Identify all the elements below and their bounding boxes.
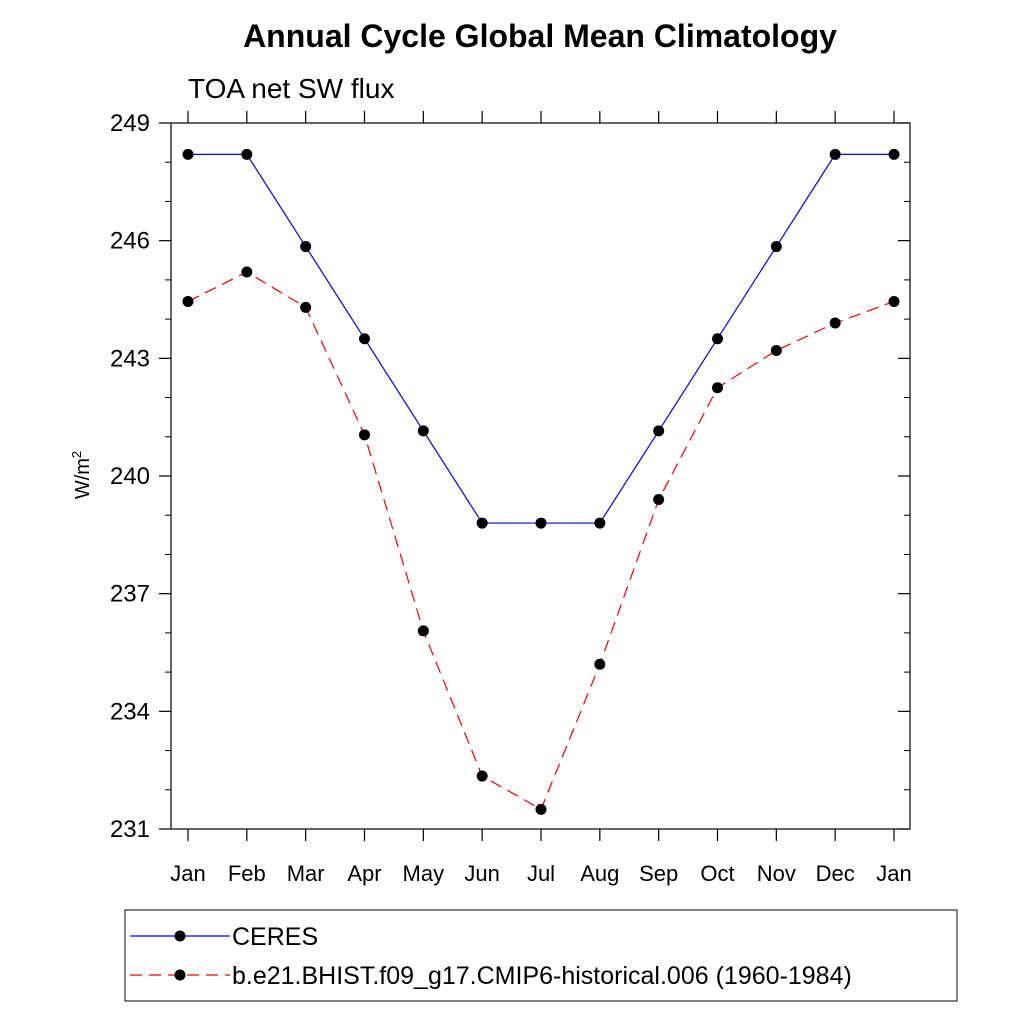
x-tick-label: Jun [464,861,499,886]
data-point [535,517,547,529]
series-line [188,153,894,524]
legend-box [124,909,958,1002]
x-tick-label: Jan [876,861,911,886]
data-point [712,333,723,345]
series-line [187,271,895,811]
x-tick-label: Oct [700,861,734,886]
axis-ticks [159,111,910,841]
data-point [888,295,900,307]
data-point [653,494,665,506]
x-tick-labels: Jan Feb Mar Apr May Jun Jul Aug Sep Oct Nov Dec Jan [170,861,911,886]
data-point [359,333,370,345]
x-tick-label: Apr [347,861,381,886]
data-point [182,148,194,160]
y-tick-label: 234 [110,698,150,725]
data-point [476,770,488,782]
legend-label: b.e21.BHIST.f09_g17.CMIP6-historical.006… [232,962,852,990]
legend-item: CERES [130,923,318,951]
legend-item: b.e21.BHIST.f09_g17.CMIP6-historical.006… [130,962,852,990]
legend-label: CERES [232,923,318,951]
x-tick-label: Mar [287,861,325,886]
x-tick-label: Feb [228,861,266,886]
data-point [829,317,841,329]
data-point [241,148,253,160]
data-point [535,803,547,815]
data-point [359,429,370,441]
chart-title: Annual Cycle Global Mean Climatology [243,18,837,54]
data-point [712,382,723,394]
data-point [888,148,900,160]
chart-subtitle: TOA net SW flux [188,73,394,104]
y-tick-label: 231 [110,816,150,843]
legend-items: CERES b.e21.BHIST.f09_g17.CMIP6-historica… [130,923,852,990]
data-point [476,517,488,529]
y-tick-label: 249 [110,110,150,137]
legend: CERES b.e21.BHIST.f09_g17.CMIP6-historica… [124,909,958,1002]
series-2 [182,266,900,815]
data-point [417,625,429,637]
data-point [770,241,782,253]
y-tick-label: 240 [110,463,150,490]
y-tick-label: 243 [110,345,150,372]
plot-frame [170,122,911,830]
y-axis-label-unit: W/m [72,458,94,499]
x-tick-label: Jul [527,861,555,886]
data-point [770,344,782,356]
series-layer [182,148,900,815]
data-point [594,658,606,670]
y-axis-label-exponent: 2 [69,451,84,458]
series-1 [182,148,900,529]
data-point [241,266,253,278]
x-tick-label: Dec [816,861,855,886]
data-point [300,241,312,253]
x-tick-label: Aug [580,861,619,886]
legend-swatch-marker [174,930,186,942]
x-tick-label: Jan [170,861,205,886]
y-tick-labels: 231 234 237 240 243 246 249 [110,110,150,843]
legend-swatch-marker [174,969,186,981]
y-axis-label: W/m2 [69,451,94,499]
data-point [653,425,665,437]
x-tick-label: Sep [639,861,678,886]
y-tick-label: 246 [110,228,150,255]
x-tick-label: Nov [757,861,796,886]
data-point [417,425,429,437]
y-tick-label: 237 [110,581,150,608]
data-point [182,295,194,307]
x-tick-label: May [403,861,445,886]
svg-text:W/m2: W/m2 [69,451,94,499]
data-point [829,148,841,160]
data-point [300,301,312,313]
data-point [594,517,606,529]
